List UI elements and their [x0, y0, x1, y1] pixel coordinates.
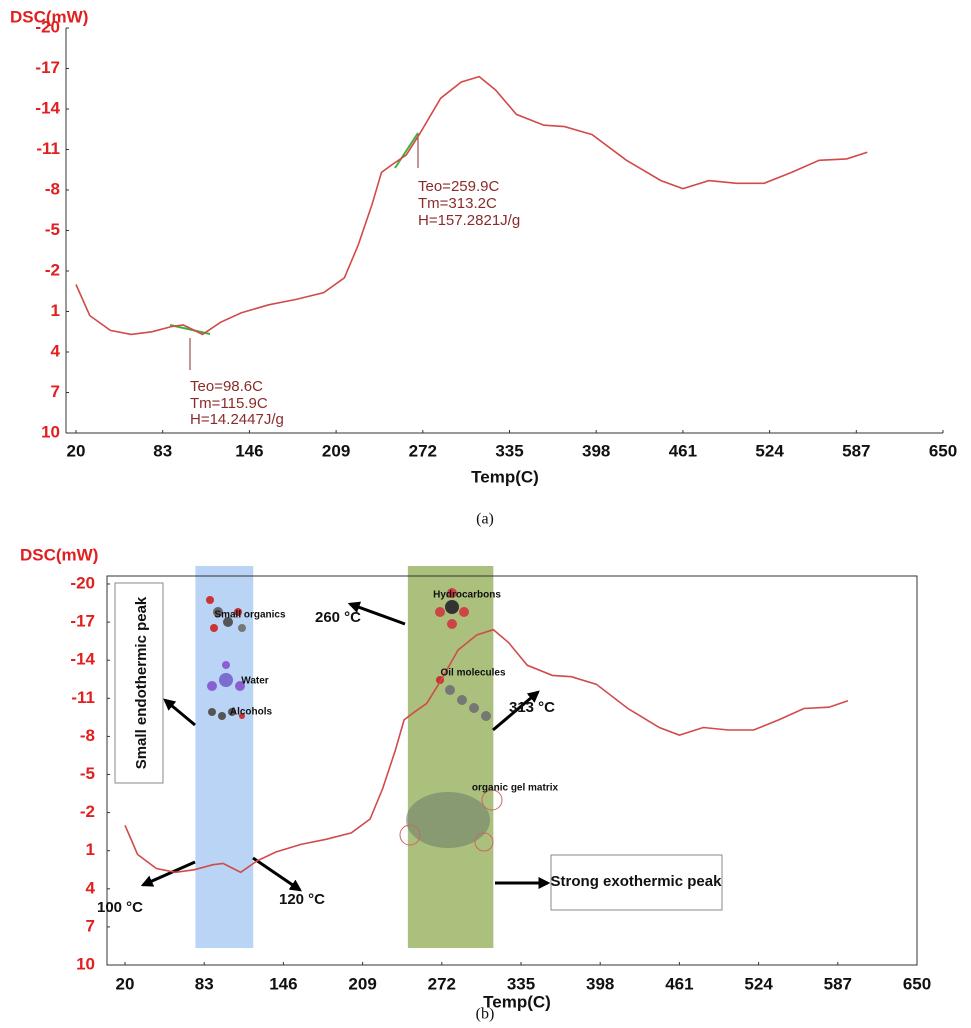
annotation: 313 °C: [509, 699, 555, 716]
y-tick-label: -17: [35, 58, 60, 77]
x-tick-label: 20: [67, 441, 86, 460]
annotation: Strong exothermic peak: [551, 873, 723, 890]
x-tick-label: 83: [195, 974, 214, 993]
y-tick-label: 10: [76, 954, 95, 973]
y-tick-label: -14: [70, 650, 95, 669]
annotation: Teo=259.9C: [418, 178, 499, 195]
x-axis-title: Temp(C): [471, 467, 539, 486]
figure: -20 -17 -14 -11 -8 -5 -2 1 4 7 10 20 83 146 209 272 335 3…: [0, 0, 971, 1028]
annotation: organic gel matrix: [472, 783, 559, 794]
y-tick-label: -2: [45, 260, 60, 279]
y-tick-label: -17: [70, 612, 95, 631]
y-axis-title: DSC(mW): [10, 7, 88, 26]
annotation: H=14.2447J/g: [190, 411, 284, 428]
y-tick-label: -11: [71, 688, 95, 707]
x-tick-label: 587: [824, 974, 852, 993]
annotation: H=157.2821J/g: [418, 212, 520, 229]
x-tick-label: 461: [669, 441, 697, 460]
caption: (b): [476, 1006, 495, 1023]
annotation: Alcohols: [230, 707, 273, 718]
y-tick-label: -20: [70, 573, 95, 592]
x-tick-label: 524: [744, 974, 773, 993]
x-tick-label: 209: [322, 441, 350, 460]
y-tick-label: 4: [86, 878, 96, 897]
x-tick-label: 20: [116, 974, 135, 993]
y-tick-label: -11: [36, 139, 60, 158]
annotation: 100 °C: [97, 899, 143, 916]
annotation: Tm=313.2C: [418, 195, 497, 212]
y-tick-label: -14: [35, 98, 60, 117]
annotation: 120 °C: [279, 891, 325, 908]
y-tick-label: 1: [86, 840, 95, 859]
x-tick-label: 398: [586, 974, 614, 993]
x-tick-label: 272: [409, 441, 437, 460]
y-tick-label: -8: [45, 179, 60, 198]
x-tick-label: 461: [665, 974, 693, 993]
onset-segment: [395, 133, 418, 168]
x-tick-label: 335: [507, 974, 535, 993]
annotation: Small organics: [214, 610, 286, 621]
annotation: Water: [241, 676, 269, 687]
x-tick-label: 650: [903, 974, 931, 993]
y-tick-label: 7: [51, 382, 60, 401]
annotation: Oil molecules: [440, 668, 505, 679]
x-tick-label: 650: [929, 441, 957, 460]
annotation: Small endothermic peak: [133, 596, 150, 769]
y-tick-label: -2: [80, 802, 95, 821]
y-tick-label: 7: [86, 916, 95, 935]
x-tick-label: 209: [348, 974, 376, 993]
x-tick-label: 272: [428, 974, 456, 993]
y-tick-label: -5: [45, 220, 60, 239]
x-tick-label: 335: [495, 441, 523, 460]
x-tick-label: 587: [842, 441, 870, 460]
annotation: Teo=98.6C: [190, 378, 263, 395]
x-tick-label: 398: [582, 441, 610, 460]
x-tick-label: 146: [269, 974, 297, 993]
y-tick-label: 4: [51, 341, 61, 360]
y-tick-label: -8: [80, 726, 95, 745]
y-tick-label: -5: [80, 764, 95, 783]
y-axis-title: DSC(mW): [20, 545, 98, 564]
y-tick-label: 10: [41, 422, 60, 441]
annotation: Hydrocarbons: [433, 590, 501, 601]
y-tick-label: 1: [51, 301, 60, 320]
annotation: 260 °C: [315, 609, 361, 626]
x-tick-label: 524: [755, 441, 784, 460]
caption: (a): [476, 511, 494, 528]
annotation: Tm=115.9C: [190, 395, 268, 412]
x-tick-label: 146: [235, 441, 263, 460]
x-tick-label: 83: [153, 441, 172, 460]
